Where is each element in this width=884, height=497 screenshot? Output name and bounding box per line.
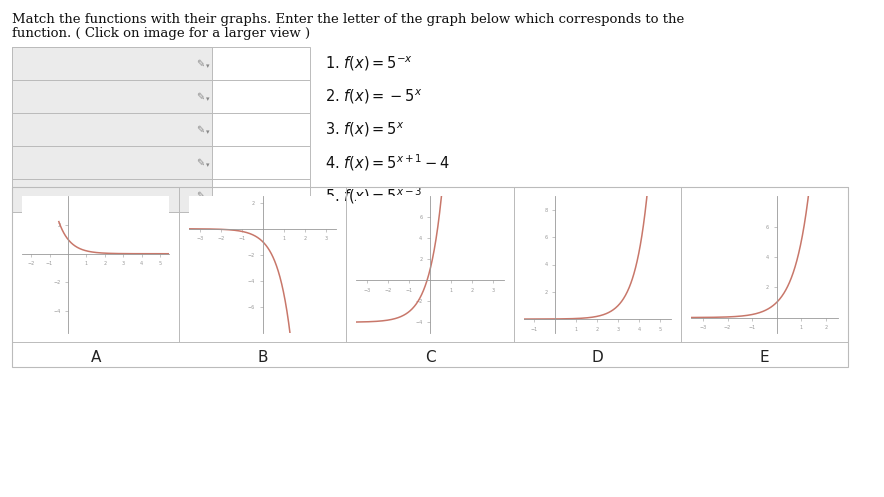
Text: E: E [759,349,769,364]
Text: C: C [424,349,435,364]
Text: ▾: ▾ [206,195,210,201]
Text: 1. $f(x) = 5^{-x}$: 1. $f(x) = 5^{-x}$ [325,54,413,73]
Bar [12,146,212,179]
Text: Match the functions with their graphs. Enter the letter of the graph below which: Match the functions with their graphs. E… [12,13,684,26]
Text: ✎: ✎ [196,91,204,101]
Text: ▾: ▾ [206,64,210,70]
Bar [514,187,681,342]
Bar [12,113,212,146]
Text: 3. $f(x) = 5^{x}$: 3. $f(x) = 5^{x}$ [325,120,404,139]
Text: 4. $f(x) = 5^{x+1} - 4$: 4. $f(x) = 5^{x+1} - 4$ [325,152,450,173]
Bar [12,113,310,146]
Bar [347,187,514,342]
Text: ✎: ✎ [196,59,204,69]
Text: 5. $f(x) = 5^{x-3}$: 5. $f(x) = 5^{x-3}$ [325,185,423,206]
Text: function. ( Click on image for a larger view ): function. ( Click on image for a larger … [12,27,310,40]
Text: 2. $f(x) = -5^{x}$: 2. $f(x) = -5^{x}$ [325,87,423,106]
Text: ▾: ▾ [206,130,210,136]
Text: ✎: ✎ [196,125,204,135]
Text: ▾: ▾ [206,96,210,102]
Bar [12,146,310,179]
Bar [179,187,347,342]
Text: B: B [257,349,268,364]
Bar [681,187,848,342]
Bar [12,47,310,80]
Text: D: D [591,349,603,364]
Text: ✎: ✎ [196,158,204,167]
Bar [12,187,179,342]
Text: ▾: ▾ [206,163,210,168]
Bar [12,80,310,113]
Text: A: A [90,349,101,364]
Bar [12,179,310,212]
Bar [12,187,848,367]
Bar [12,80,212,113]
Bar [12,47,212,80]
Text: ✎: ✎ [196,190,204,200]
Bar [12,179,212,212]
